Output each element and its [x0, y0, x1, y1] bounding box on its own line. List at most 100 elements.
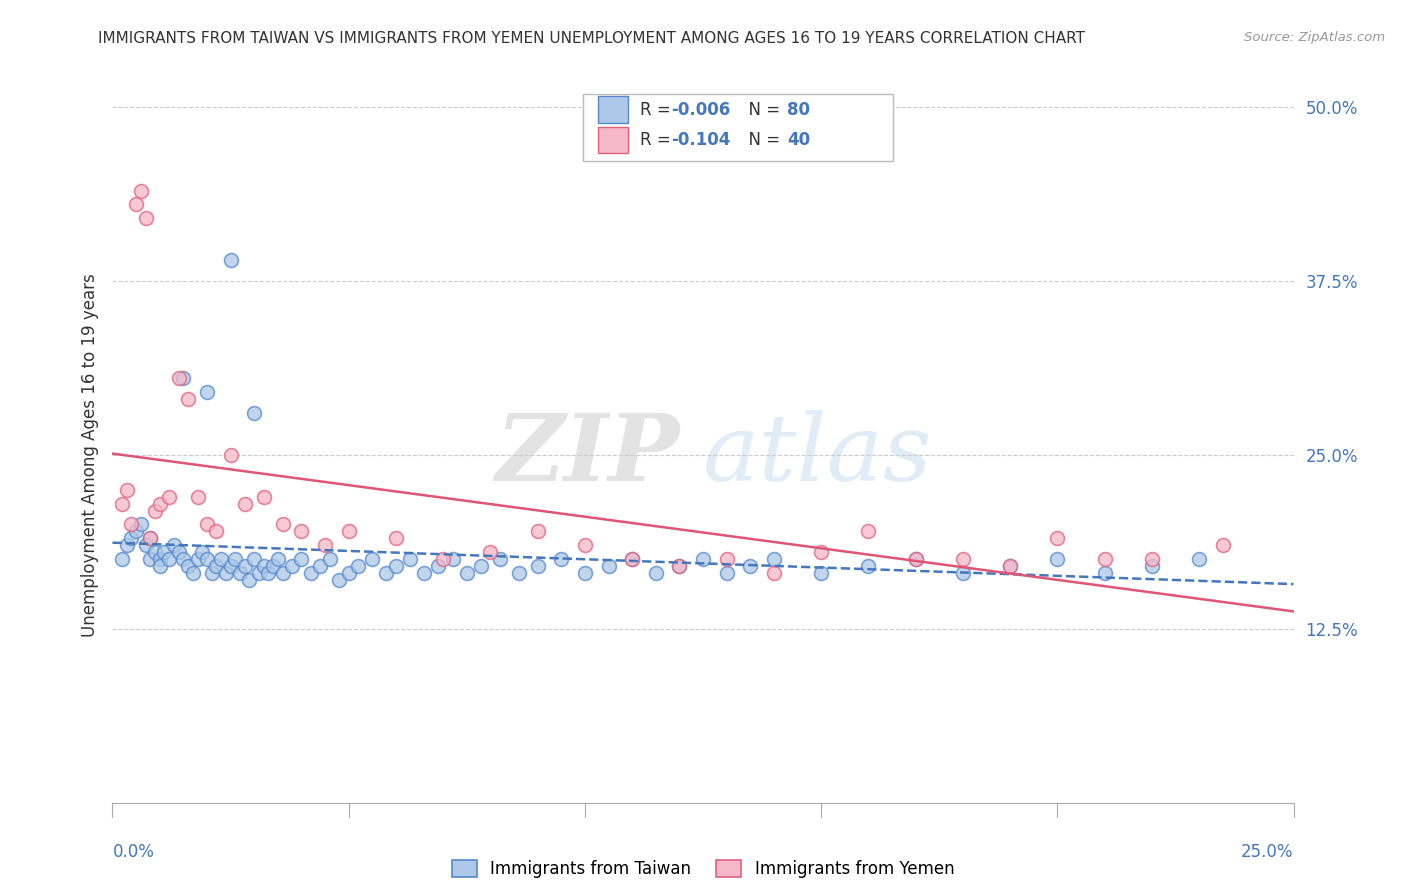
- Point: [668, 559, 690, 574]
- Point: [413, 566, 436, 581]
- Text: 0.0%: 0.0%: [112, 843, 155, 861]
- Point: [209, 552, 232, 566]
- Point: [574, 566, 596, 581]
- Point: [470, 559, 492, 574]
- Point: [668, 559, 690, 574]
- Text: -0.104: -0.104: [671, 131, 730, 149]
- Point: [290, 524, 312, 539]
- Point: [157, 490, 180, 504]
- Point: [716, 566, 738, 581]
- Point: [247, 566, 270, 581]
- Point: [219, 448, 242, 462]
- Point: [952, 566, 974, 581]
- Point: [243, 552, 266, 566]
- Point: [186, 490, 208, 504]
- Point: [253, 490, 276, 504]
- Point: [1188, 552, 1211, 566]
- Point: [139, 532, 162, 546]
- Text: atlas: atlas: [703, 410, 932, 500]
- Point: [253, 559, 276, 574]
- Point: [1094, 566, 1116, 581]
- Point: [115, 483, 138, 497]
- Text: IMMIGRANTS FROM TAIWAN VS IMMIGRANTS FROM YEMEN UNEMPLOYMENT AMONG AGES 16 TO 19: IMMIGRANTS FROM TAIWAN VS IMMIGRANTS FRO…: [98, 31, 1085, 46]
- Point: [489, 552, 512, 566]
- Point: [129, 517, 152, 532]
- Point: [149, 552, 172, 566]
- Point: [143, 545, 166, 559]
- Point: [181, 566, 204, 581]
- Point: [195, 552, 218, 566]
- Point: [952, 552, 974, 566]
- Point: [337, 524, 360, 539]
- Point: [120, 532, 142, 546]
- Point: [526, 559, 548, 574]
- Point: [508, 566, 530, 581]
- Point: [314, 538, 336, 552]
- Point: [120, 517, 142, 532]
- Point: [233, 559, 256, 574]
- Point: [319, 552, 342, 566]
- Point: [598, 559, 620, 574]
- Point: [177, 559, 200, 574]
- Point: [219, 253, 242, 268]
- Point: [621, 552, 644, 566]
- Point: [441, 552, 464, 566]
- Point: [347, 559, 370, 574]
- Point: [167, 371, 190, 385]
- Point: [135, 211, 157, 226]
- Point: [167, 545, 190, 559]
- Point: [135, 538, 157, 552]
- Point: [243, 406, 266, 420]
- Text: -0.006: -0.006: [671, 101, 730, 119]
- Point: [740, 559, 762, 574]
- Point: [111, 552, 134, 566]
- Point: [621, 552, 644, 566]
- Point: [1140, 552, 1163, 566]
- Text: R =: R =: [640, 101, 676, 119]
- Point: [810, 566, 832, 581]
- Point: [224, 552, 246, 566]
- Point: [262, 559, 284, 574]
- Point: [309, 559, 332, 574]
- Point: [139, 532, 162, 546]
- Point: [129, 184, 152, 198]
- Point: [229, 566, 252, 581]
- Point: [550, 552, 572, 566]
- Point: [201, 566, 224, 581]
- Y-axis label: Unemployment Among Ages 16 to 19 years: Unemployment Among Ages 16 to 19 years: [80, 273, 98, 637]
- Point: [271, 517, 294, 532]
- Text: 25.0%: 25.0%: [1241, 843, 1294, 861]
- Point: [1046, 532, 1069, 546]
- Point: [399, 552, 422, 566]
- Point: [139, 552, 162, 566]
- Point: [271, 566, 294, 581]
- Point: [644, 566, 666, 581]
- Point: [125, 197, 148, 211]
- Point: [195, 385, 218, 400]
- Point: [149, 497, 172, 511]
- Text: ZIP: ZIP: [495, 410, 679, 500]
- Point: [195, 517, 218, 532]
- Point: [385, 559, 408, 574]
- Point: [205, 524, 228, 539]
- Point: [215, 566, 238, 581]
- Point: [163, 538, 186, 552]
- Point: [219, 559, 242, 574]
- Point: [716, 552, 738, 566]
- Point: [177, 392, 200, 407]
- Point: [153, 545, 176, 559]
- Text: N =: N =: [738, 101, 786, 119]
- Text: R =: R =: [640, 131, 676, 149]
- Point: [191, 545, 214, 559]
- Point: [479, 545, 502, 559]
- Text: 80: 80: [787, 101, 810, 119]
- Point: [810, 545, 832, 559]
- Legend: Immigrants from Taiwan, Immigrants from Yemen: Immigrants from Taiwan, Immigrants from …: [446, 854, 960, 885]
- Point: [456, 566, 478, 581]
- Point: [115, 538, 138, 552]
- Point: [904, 552, 927, 566]
- Point: [526, 524, 548, 539]
- Point: [998, 559, 1021, 574]
- Text: 40: 40: [787, 131, 810, 149]
- Point: [281, 559, 304, 574]
